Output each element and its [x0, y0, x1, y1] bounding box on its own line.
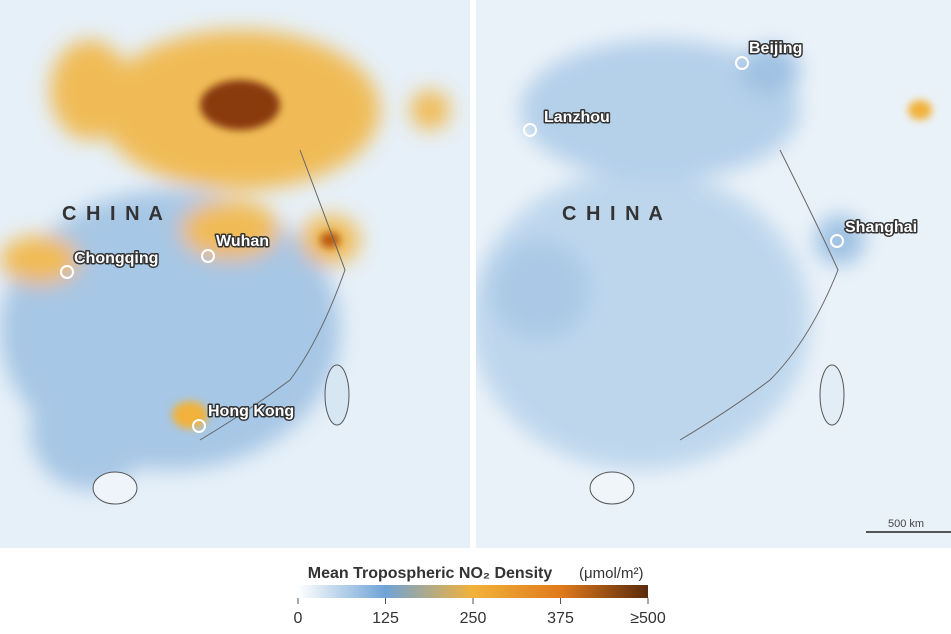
city-marker: [201, 249, 215, 263]
tick-label: 250: [460, 610, 487, 627]
city-marker: [60, 265, 74, 279]
city-label: Lanzhou: [544, 109, 610, 126]
country-label: C H I N A: [562, 203, 665, 225]
tick-label: 0: [294, 610, 303, 627]
map-after: C H I N A Beijing Lanzhou Shanghai 500 k…: [476, 0, 951, 548]
city-label: Wuhan: [216, 233, 269, 250]
city-label: Shanghai: [845, 219, 917, 236]
city-label: Beijing: [749, 40, 802, 57]
city-marker: [192, 419, 206, 433]
tick-label: ≥500: [630, 610, 666, 627]
country-label: C H I N A: [62, 203, 165, 225]
colorbar: [298, 585, 648, 598]
city-marker: [830, 234, 844, 248]
map-before: C H I N A Chongqing Wuhan Hong Kong: [0, 0, 470, 548]
city-label: Chongqing: [74, 250, 158, 267]
colorbar-ticks: 0 125 250 375 ≥500: [294, 598, 666, 627]
tick-label: 375: [547, 610, 574, 627]
city-label: Hong Kong: [208, 403, 294, 420]
city-marker: [735, 56, 749, 70]
colorbar-title: Mean Tropospheric NO₂ Density: [308, 565, 553, 582]
tick-label: 125: [372, 610, 399, 627]
city-marker: [523, 123, 537, 137]
colorbar-unit: (μmol/m²): [579, 565, 643, 582]
scale-label: 500 km: [888, 518, 924, 530]
